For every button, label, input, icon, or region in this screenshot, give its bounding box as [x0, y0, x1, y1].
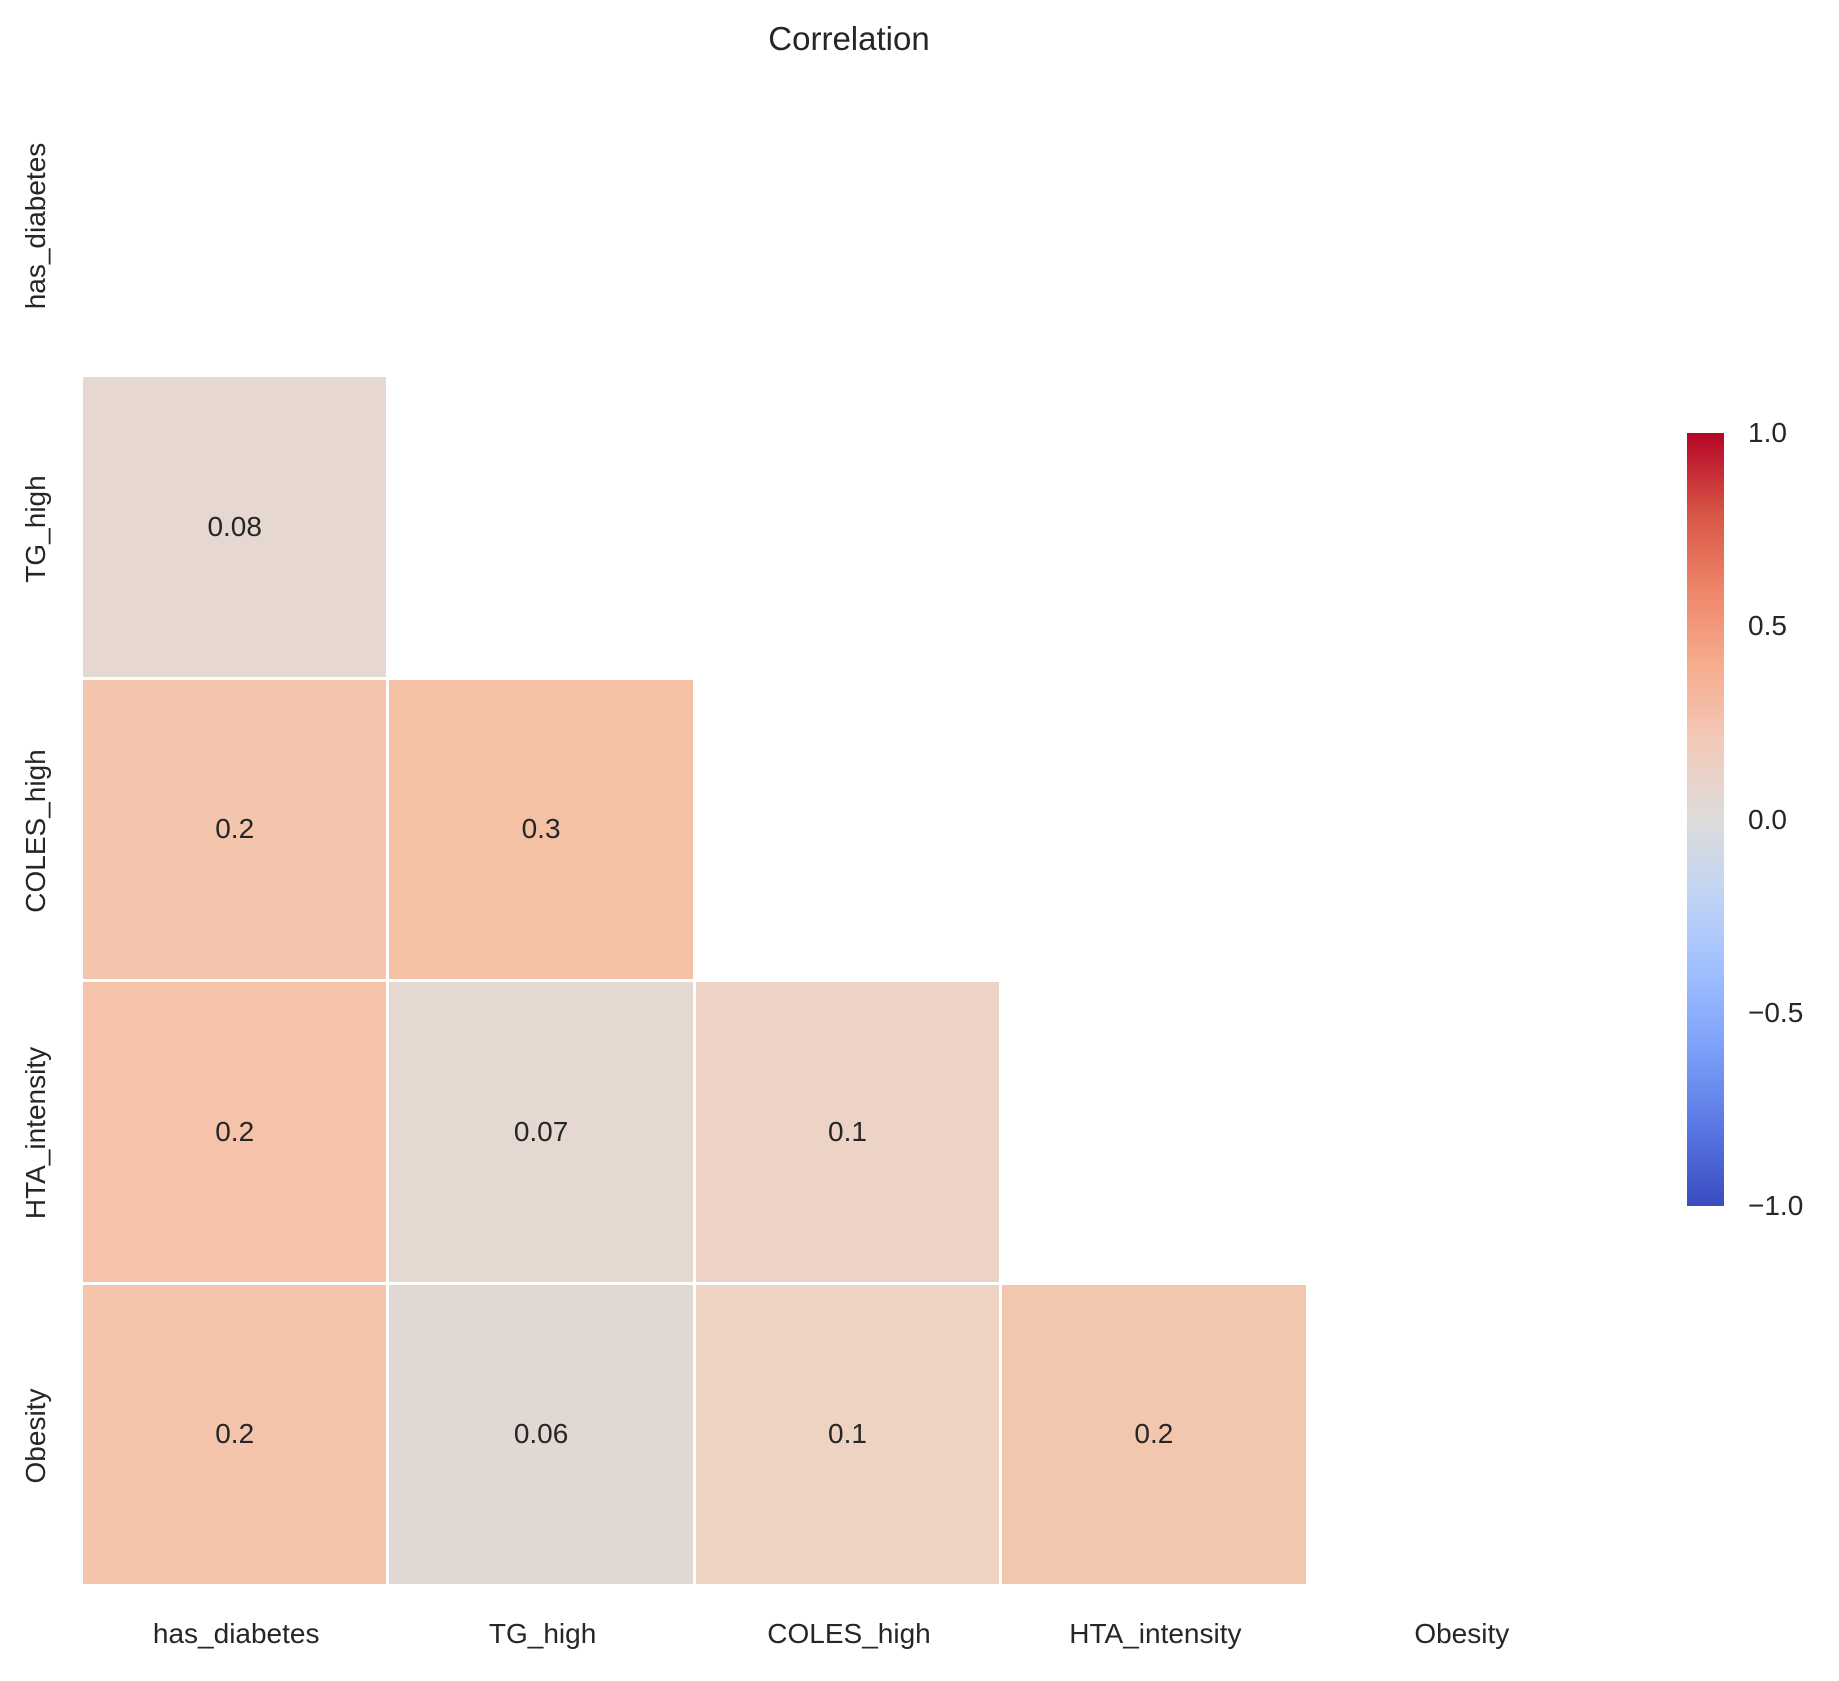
heatmap-cell: 0.2	[83, 679, 387, 980]
heatmap-cell: 0.07	[389, 982, 693, 1282]
colorbar-tick-label: 1.0	[1748, 417, 1787, 448]
y-tick-label-TG_high: TG_high	[20, 474, 51, 583]
cell-value-label: 0.3	[521, 813, 561, 845]
heatmap-cell: 0.1	[695, 1284, 1000, 1584]
colorbar-tick-label: −1.0	[1748, 1190, 1804, 1221]
x-tick-label-COLES_high: COLES_high	[767, 1618, 931, 1649]
y-tick-label-Obesity: Obesity	[20, 1388, 51, 1484]
x-tick-label-TG_high: TG_high	[488, 1618, 597, 1649]
heatmap-cell: 0.06	[389, 1284, 693, 1584]
y-tick-label-COLES_high: COLES_high	[20, 749, 51, 913]
x-tick-label-has_diabetes: has_diabetes	[152, 1618, 320, 1649]
chart-title: Correlation	[768, 20, 930, 57]
colorbar-tick-label: −0.5	[1748, 996, 1804, 1028]
cell-value-label: 0.2	[215, 1418, 255, 1450]
colorbar-tick-label: 0.5	[1748, 610, 1787, 642]
heatmap-cell: 0.3	[389, 679, 693, 980]
x-tick-label-Obesity: Obesity	[1414, 1618, 1510, 1649]
cell-value-label: 0.08	[207, 511, 262, 543]
heatmap-cell: 0.2	[1002, 1284, 1306, 1584]
y-tick-label-has_diabetes: has_diabetes	[20, 142, 51, 310]
heatmap-cell: 0.2	[83, 1284, 387, 1584]
colorbar-gradient	[1687, 433, 1724, 1206]
heatmap-cell: 0.08	[83, 377, 387, 677]
cell-value-label: 0.06	[513, 1418, 569, 1450]
heatmap-cell: 0.1	[695, 982, 1000, 1282]
cell-value-label: 0.2	[1134, 1418, 1174, 1450]
cell-value-label: 0.1	[828, 1418, 867, 1450]
cell-value-label: 0.07	[513, 1115, 569, 1147]
cell-value-label: 0.1	[828, 1115, 867, 1147]
cell-value-label: 0.2	[215, 813, 255, 845]
heatmap-cell: 0.2	[83, 982, 387, 1282]
colorbar-tick-label: 0.0	[1748, 803, 1787, 835]
y-tick-label-HTA_intensity: HTA_intensity	[20, 1047, 51, 1220]
x-tick-label-HTA_intensity: HTA_intensity	[1069, 1618, 1242, 1649]
cell-value-label: 0.2	[215, 1115, 255, 1147]
